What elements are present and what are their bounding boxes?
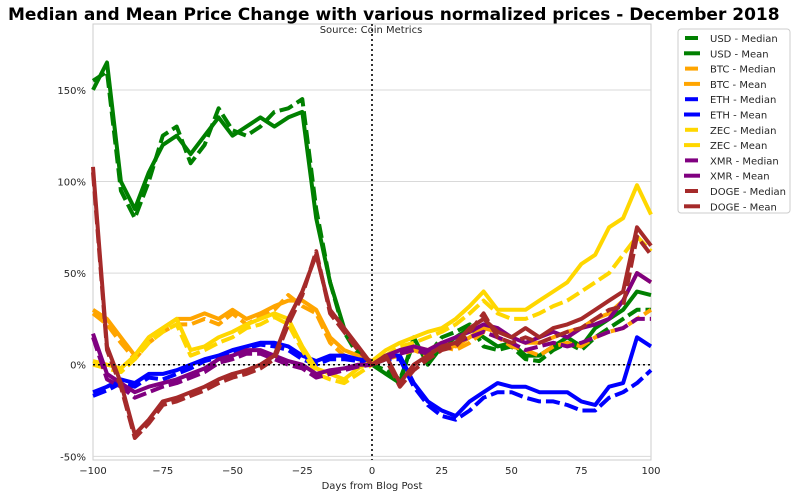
- chart-title: Median and Mean Price Change with variou…: [8, 5, 780, 25]
- x-tick-label: 0: [369, 466, 375, 477]
- legend-label: BTC - Mean: [710, 80, 767, 91]
- legend-label: ZEC - Median: [710, 126, 777, 137]
- legend-label: USD - Median: [710, 34, 778, 45]
- x-tick-label: −75: [152, 466, 173, 477]
- legend-label: USD - Mean: [710, 49, 769, 60]
- y-tick-label: 150%: [57, 86, 86, 97]
- x-tick-label: 100: [641, 466, 660, 477]
- x-axis-label: Days from Blog Post: [322, 481, 423, 492]
- x-axis-ticks: −100 −75 −50 −25 0 25 50 75 100: [79, 466, 660, 477]
- legend-label: ZEC - Mean: [710, 141, 767, 152]
- legend-label: DOGE - Mean: [710, 202, 777, 213]
- y-tick-label: 100%: [57, 178, 86, 189]
- x-tick-label: −25: [292, 466, 313, 477]
- chart-subtitle: Source: Coin Metrics: [320, 25, 423, 36]
- legend-label: XMR - Mean: [710, 172, 770, 183]
- legend-box: [677, 28, 791, 214]
- x-tick-label: −50: [222, 466, 243, 477]
- legend-label: ETH - Median: [710, 95, 776, 106]
- x-tick-label: −100: [79, 466, 106, 477]
- legend-label: ETH - Mean: [710, 111, 767, 122]
- legend-label: XMR - Median: [710, 156, 779, 167]
- x-tick-label: 50: [505, 466, 518, 477]
- reference-lines: [93, 24, 651, 460]
- x-tick-label: 25: [435, 466, 448, 477]
- y-tick-label: 0%: [70, 361, 86, 372]
- series-line-zec-mean: [92, 183, 653, 382]
- y-tick-label: 50%: [64, 269, 86, 280]
- y-tick-label: -50%: [60, 452, 86, 463]
- legend-label: BTC - Median: [710, 65, 776, 76]
- y-axis-ticks: -50% 0% 50% 100% 150%: [57, 86, 86, 463]
- x-tick-label: 75: [575, 466, 588, 477]
- legend-label: DOGE - Median: [710, 187, 786, 198]
- legend: USD - Median USD - Mean BTC - Median BTC - …: [677, 28, 791, 214]
- plot-area: [92, 23, 652, 461]
- series-line-doge-median: [91, 172, 653, 440]
